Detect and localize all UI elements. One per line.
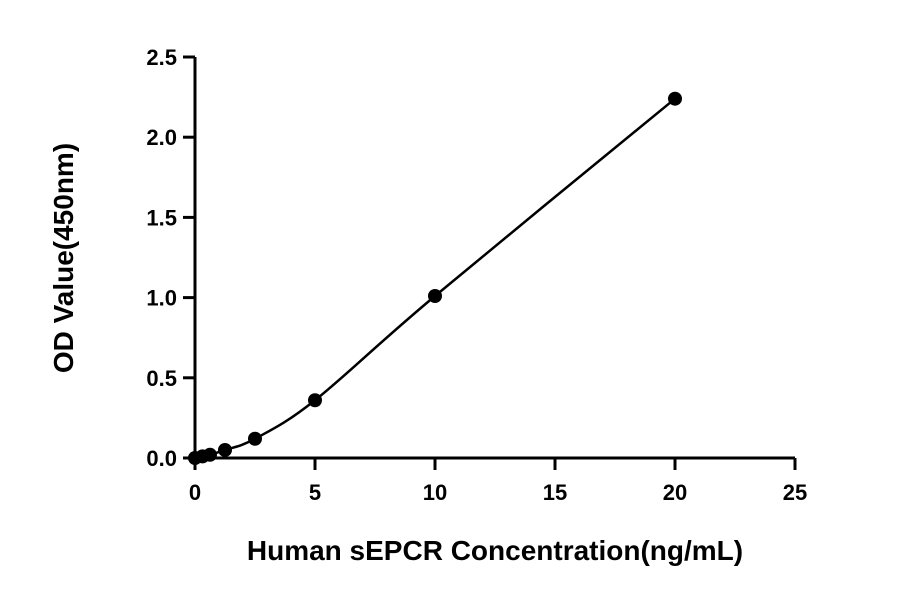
x-tick-label: 10 [423,480,447,505]
x-tick-label: 25 [783,480,807,505]
x-tick-label: 0 [189,480,201,505]
data-points [188,91,682,465]
fit-curve [194,97,676,460]
y-tick-label: 0.0 [146,446,177,471]
y-tick-label: 2.5 [146,45,177,70]
y-axis-title: OD Value(450nm) [48,143,79,373]
fit-curve-layer [194,97,676,460]
x-tick-label: 20 [663,480,687,505]
axes: 0.0 0.5 1.0 1.5 2.0 2.5 0 5 10 15 20 25 [146,45,807,505]
data-point [308,393,322,408]
data-point [218,442,232,457]
x-tick-label: 5 [309,480,321,505]
x-tick-label: 15 [543,480,567,505]
y-tick-label: 2.0 [146,125,177,150]
y-tick-label: 0.5 [146,366,177,391]
data-point [248,431,262,446]
data-point [203,447,217,462]
data-point [668,91,682,106]
y-tick-label: 1.5 [146,205,177,230]
x-axis-title: Human sEPCR Concentration(ng/mL) [247,535,743,566]
data-point [428,288,442,303]
y-tick-label: 1.0 [146,286,177,311]
